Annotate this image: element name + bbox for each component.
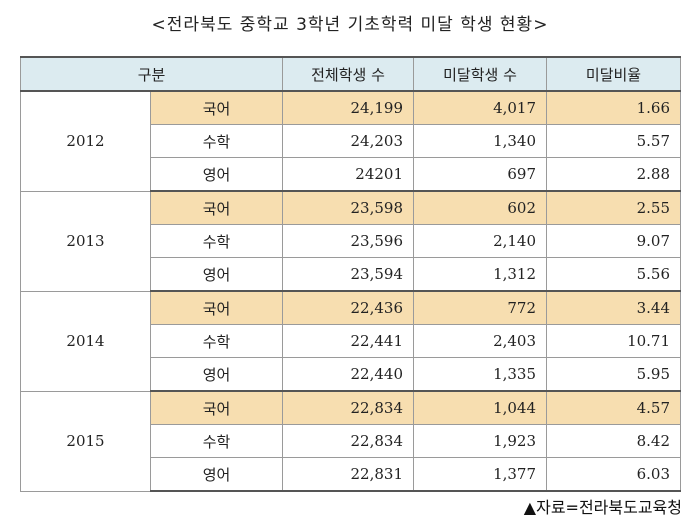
header-below-rate: 미달비율 [546, 56, 682, 92]
subject-cell: 영어 [149, 257, 284, 292]
source-note: ▲자료=전라북도교육청 [523, 498, 682, 517]
total-cell: 22,834 [282, 424, 415, 458]
stats-table: 구분 전체학생 수 미달학생 수 미달비율 2012 국어 24,199 4,0… [19, 56, 682, 492]
subject-cell: 영어 [149, 357, 284, 392]
rate-cell: 5.57 [546, 124, 682, 158]
rate-cell: 10.71 [546, 324, 682, 358]
rate-cell: 1.66 [546, 90, 682, 125]
table-row: 2012 국어 24,199 4,017 1.66 [20, 90, 682, 192]
total-cell: 23,596 [282, 224, 415, 258]
total-cell: 22,441 [282, 324, 415, 358]
below-cell: 4,017 [413, 90, 548, 125]
total-cell: 23,598 [282, 190, 415, 225]
subject-cell: 국어 [149, 390, 284, 425]
year-cell: 2015 [20, 390, 151, 492]
subject-cell: 수학 [149, 224, 284, 258]
table-row: 수학 22,834 1,923 8.42 [21, 424, 682, 458]
header-below-students: 미달학생 수 [413, 56, 548, 92]
subject-cell: 영어 [149, 157, 284, 192]
subject-cell: 국어 [149, 90, 284, 125]
below-cell: 1,923 [413, 424, 548, 458]
total-cell: 24201 [282, 157, 415, 192]
header-row: 구분 전체학생 수 미달학생 수 미달비율 [19, 56, 682, 92]
rate-cell: 2.55 [546, 190, 682, 225]
table-row: 수학 22,441 2,403 10.71 [21, 324, 682, 358]
subject-cell: 수학 [149, 124, 284, 158]
total-cell: 23,594 [282, 257, 415, 292]
rate-cell: 5.56 [546, 257, 682, 292]
subject-cell: 영어 [149, 457, 284, 492]
table-body: 2012 국어 24,199 4,017 1.66 수학 24,203 1,34… [20, 90, 682, 492]
rate-cell: 8.42 [546, 424, 682, 458]
below-cell: 2,403 [413, 324, 548, 358]
rate-cell: 5.95 [546, 357, 682, 392]
below-cell: 2,140 [413, 224, 548, 258]
table-row: 2015 국어 22,834 1,044 4.57 [20, 390, 682, 492]
year-cell: 2012 [20, 90, 151, 192]
below-cell: 1,335 [413, 357, 548, 392]
below-cell: 1,340 [413, 124, 548, 158]
subject-cell: 수학 [149, 424, 284, 458]
rate-cell: 4.57 [546, 390, 682, 425]
total-cell: 22,834 [282, 390, 415, 425]
below-cell: 1,312 [413, 257, 548, 292]
below-cell: 772 [413, 290, 548, 325]
below-cell: 1,377 [413, 457, 548, 492]
table-row: 2013 국어 23,598 602 2.55 [20, 190, 682, 292]
total-cell: 22,440 [282, 357, 415, 392]
total-cell: 24,199 [282, 90, 415, 125]
table-row: 수학 23,596 2,140 9.07 [21, 224, 682, 258]
table-row: 2014 국어 22,436 772 3.44 [20, 290, 682, 392]
table-row: 영어 22,440 1,335 5.95 [21, 357, 682, 392]
rate-cell: 6.03 [546, 457, 682, 492]
subject-cell: 국어 [149, 190, 284, 225]
rate-cell: 2.88 [546, 157, 682, 192]
year-cell: 2014 [20, 290, 151, 392]
total-cell: 22,831 [282, 457, 415, 492]
table-row: 수학 24,203 1,340 5.57 [21, 124, 682, 158]
header-category: 구분 [19, 56, 284, 92]
rate-cell: 3.44 [546, 290, 682, 325]
below-cell: 602 [413, 190, 548, 225]
table-row: 영어 22,831 1,377 6.03 [21, 457, 682, 492]
year-cell: 2013 [20, 190, 151, 292]
below-cell: 697 [413, 157, 548, 192]
table-row: 영어 23,594 1,312 5.56 [21, 257, 682, 292]
header-total-students: 전체학생 수 [282, 56, 415, 92]
below-cell: 1,044 [413, 390, 548, 425]
subject-cell: 국어 [149, 290, 284, 325]
subject-cell: 수학 [149, 324, 284, 358]
table-title: <전라북도 중학교 3학년 기초학력 미달 학생 현황> [151, 15, 549, 35]
total-cell: 24,203 [282, 124, 415, 158]
table-row: 영어 24201 697 2.88 [21, 157, 682, 192]
total-cell: 22,436 [282, 290, 415, 325]
rate-cell: 9.07 [546, 224, 682, 258]
